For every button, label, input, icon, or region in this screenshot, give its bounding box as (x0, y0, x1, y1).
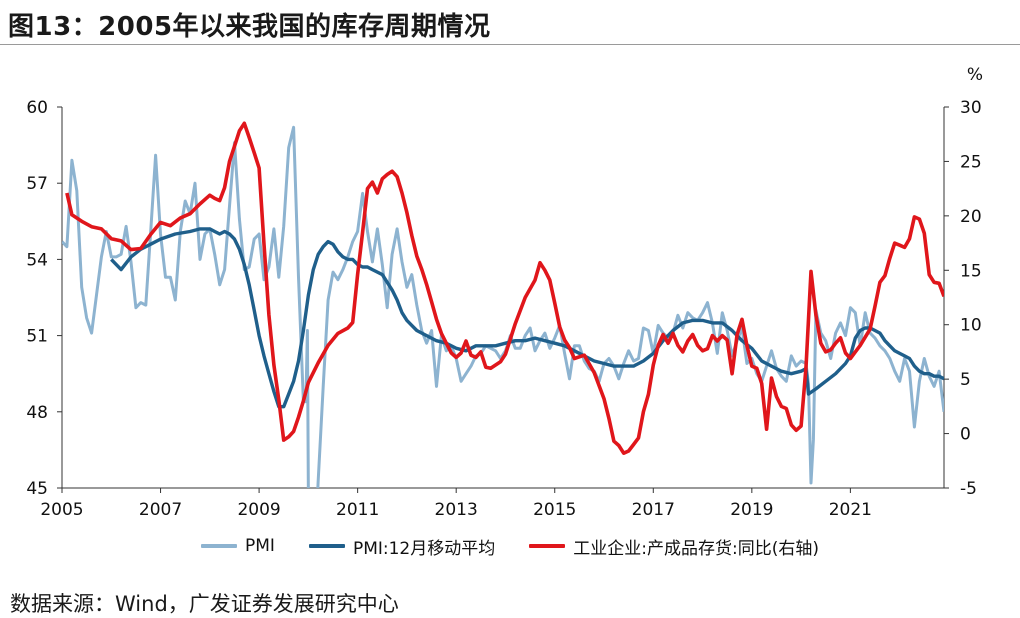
x-tick-label-8: 2021 (829, 500, 872, 520)
legend-label-inventory: 工业企业:产成品存货:同比(右轴) (573, 538, 819, 559)
legend-item-inventory: 工业企业:产成品存货:同比(右轴) (529, 534, 819, 559)
legend-swatch-pmi-ma (308, 544, 345, 548)
legend-label-pmi: PMI (245, 536, 275, 556)
data-source-note: 数据来源：Wind，广发证券发展研究中心 (10, 592, 399, 616)
right-tick-label-0: 30 (960, 98, 982, 118)
x-tick-label-6: 2017 (632, 500, 675, 520)
right-tick-label-2: 20 (960, 207, 982, 227)
x-tick-label-7: 2019 (730, 500, 773, 520)
x-tick-label-0: 2005 (40, 500, 83, 520)
right-tick-label-5: 5 (960, 370, 971, 390)
left-tick-label-4: 48 (26, 403, 48, 423)
left-tick-label-0: 60 (26, 98, 48, 118)
legend-item-pmi-ma: PMI:12月移动平均 (308, 534, 496, 559)
legend-swatch-inventory (529, 544, 566, 548)
x-tick-label-5: 2015 (533, 500, 576, 520)
x-tick-label-4: 2013 (435, 500, 478, 520)
x-tick-label-1: 2007 (139, 500, 182, 520)
right-tick-label-1: 25 (960, 152, 982, 172)
right-tick-label-6: 0 (960, 425, 971, 445)
right-axis-unit: % (967, 65, 983, 85)
left-tick-label-1: 57 (26, 174, 48, 194)
legend-item-pmi: PMI (201, 536, 275, 556)
legend-label-pmi-ma: PMI:12月移动平均 (352, 538, 496, 559)
pmi-moving-average-line (110, 227, 944, 409)
right-tick-label-4: 10 (960, 316, 982, 336)
title-divider (0, 44, 1020, 45)
left-tick-label-2: 54 (26, 250, 48, 270)
left-tick-label-3: 51 (26, 327, 48, 347)
x-tick-label-2: 2009 (237, 500, 280, 520)
left-tick-label-5: 45 (26, 479, 48, 499)
inventory-yoy-line (65, 121, 944, 455)
legend-swatch-pmi (201, 544, 238, 548)
right-tick-label-3: 15 (960, 261, 982, 281)
figure-title: 图13：2005年以来我国的库存周期情况 (8, 12, 491, 42)
x-tick-label-3: 2011 (336, 500, 379, 520)
right-tick-label-7: -5 (960, 479, 977, 499)
chart-legend: PMI PMI:12月移动平均 工业企业:产成品存货:同比(右轴) (0, 534, 1020, 559)
